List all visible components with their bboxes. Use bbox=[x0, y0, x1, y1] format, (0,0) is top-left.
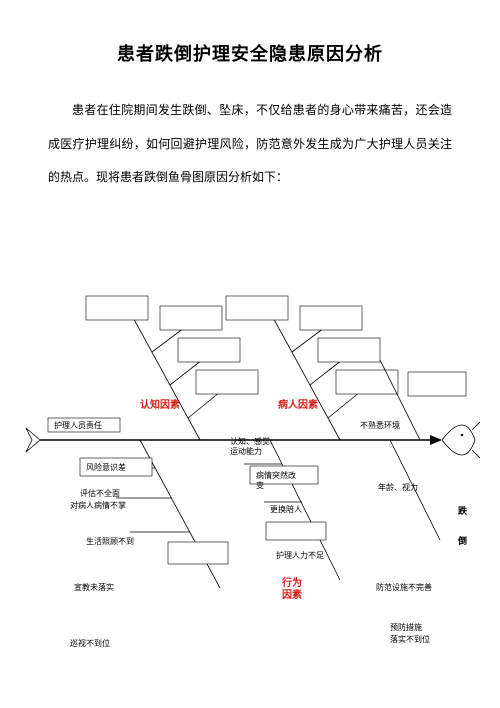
cause-cog1: 认知、感觉、 bbox=[230, 436, 278, 446]
head-label-1: 跌 bbox=[458, 505, 468, 516]
cause-change1: 病情突然改 bbox=[256, 470, 296, 480]
category-cognition: 认知因素 bbox=[140, 398, 180, 411]
category-behavior-1: 行为 bbox=[281, 576, 302, 589]
cause-swap: 更换陪人 bbox=[270, 504, 302, 514]
cause-prev2: 落实不到位 bbox=[390, 634, 430, 644]
cause-change2: 变 bbox=[256, 480, 264, 490]
category-behavior-2: 因素 bbox=[282, 588, 302, 601]
category-patient: 病人因素 bbox=[278, 398, 318, 411]
cause-prev1: 预防措施 bbox=[390, 622, 422, 632]
fishbone-diagram: 认知因素 病人因素 不熟悉环境 护理人员责任 风险意识差 bbox=[20, 290, 480, 690]
cause-patrol: 巡视不到位 bbox=[70, 638, 110, 648]
cause-assess: 评估不全面 bbox=[80, 488, 120, 498]
cause-care: 生活照顾不到 bbox=[86, 536, 134, 546]
cause-env: 不熟悉环境 bbox=[360, 420, 400, 430]
cause-know: 对病人病情不掌 bbox=[70, 500, 126, 510]
cause-responsibility: 护理人员责任 bbox=[54, 420, 102, 430]
cause-age: 年龄、视力 bbox=[378, 482, 418, 492]
cause-cog2: 运动能力 bbox=[230, 446, 262, 456]
intro-paragraph: 患者在住院期间发生跌倒、坠床，不仅给患者的身心带来痛苦，还会造成医疗护理纠纷，如… bbox=[48, 94, 452, 195]
page-title: 患者跌倒护理安全隐患原因分析 bbox=[48, 40, 452, 66]
cause-facility: 防范设施不完善 bbox=[376, 582, 432, 592]
cause-risk: 风险意识差 bbox=[86, 462, 126, 472]
cause-manpower: 护理人力不足 bbox=[276, 550, 324, 560]
head-label-2: 倒 bbox=[457, 535, 467, 546]
cause-edu: 宣教未落实 bbox=[74, 582, 114, 592]
